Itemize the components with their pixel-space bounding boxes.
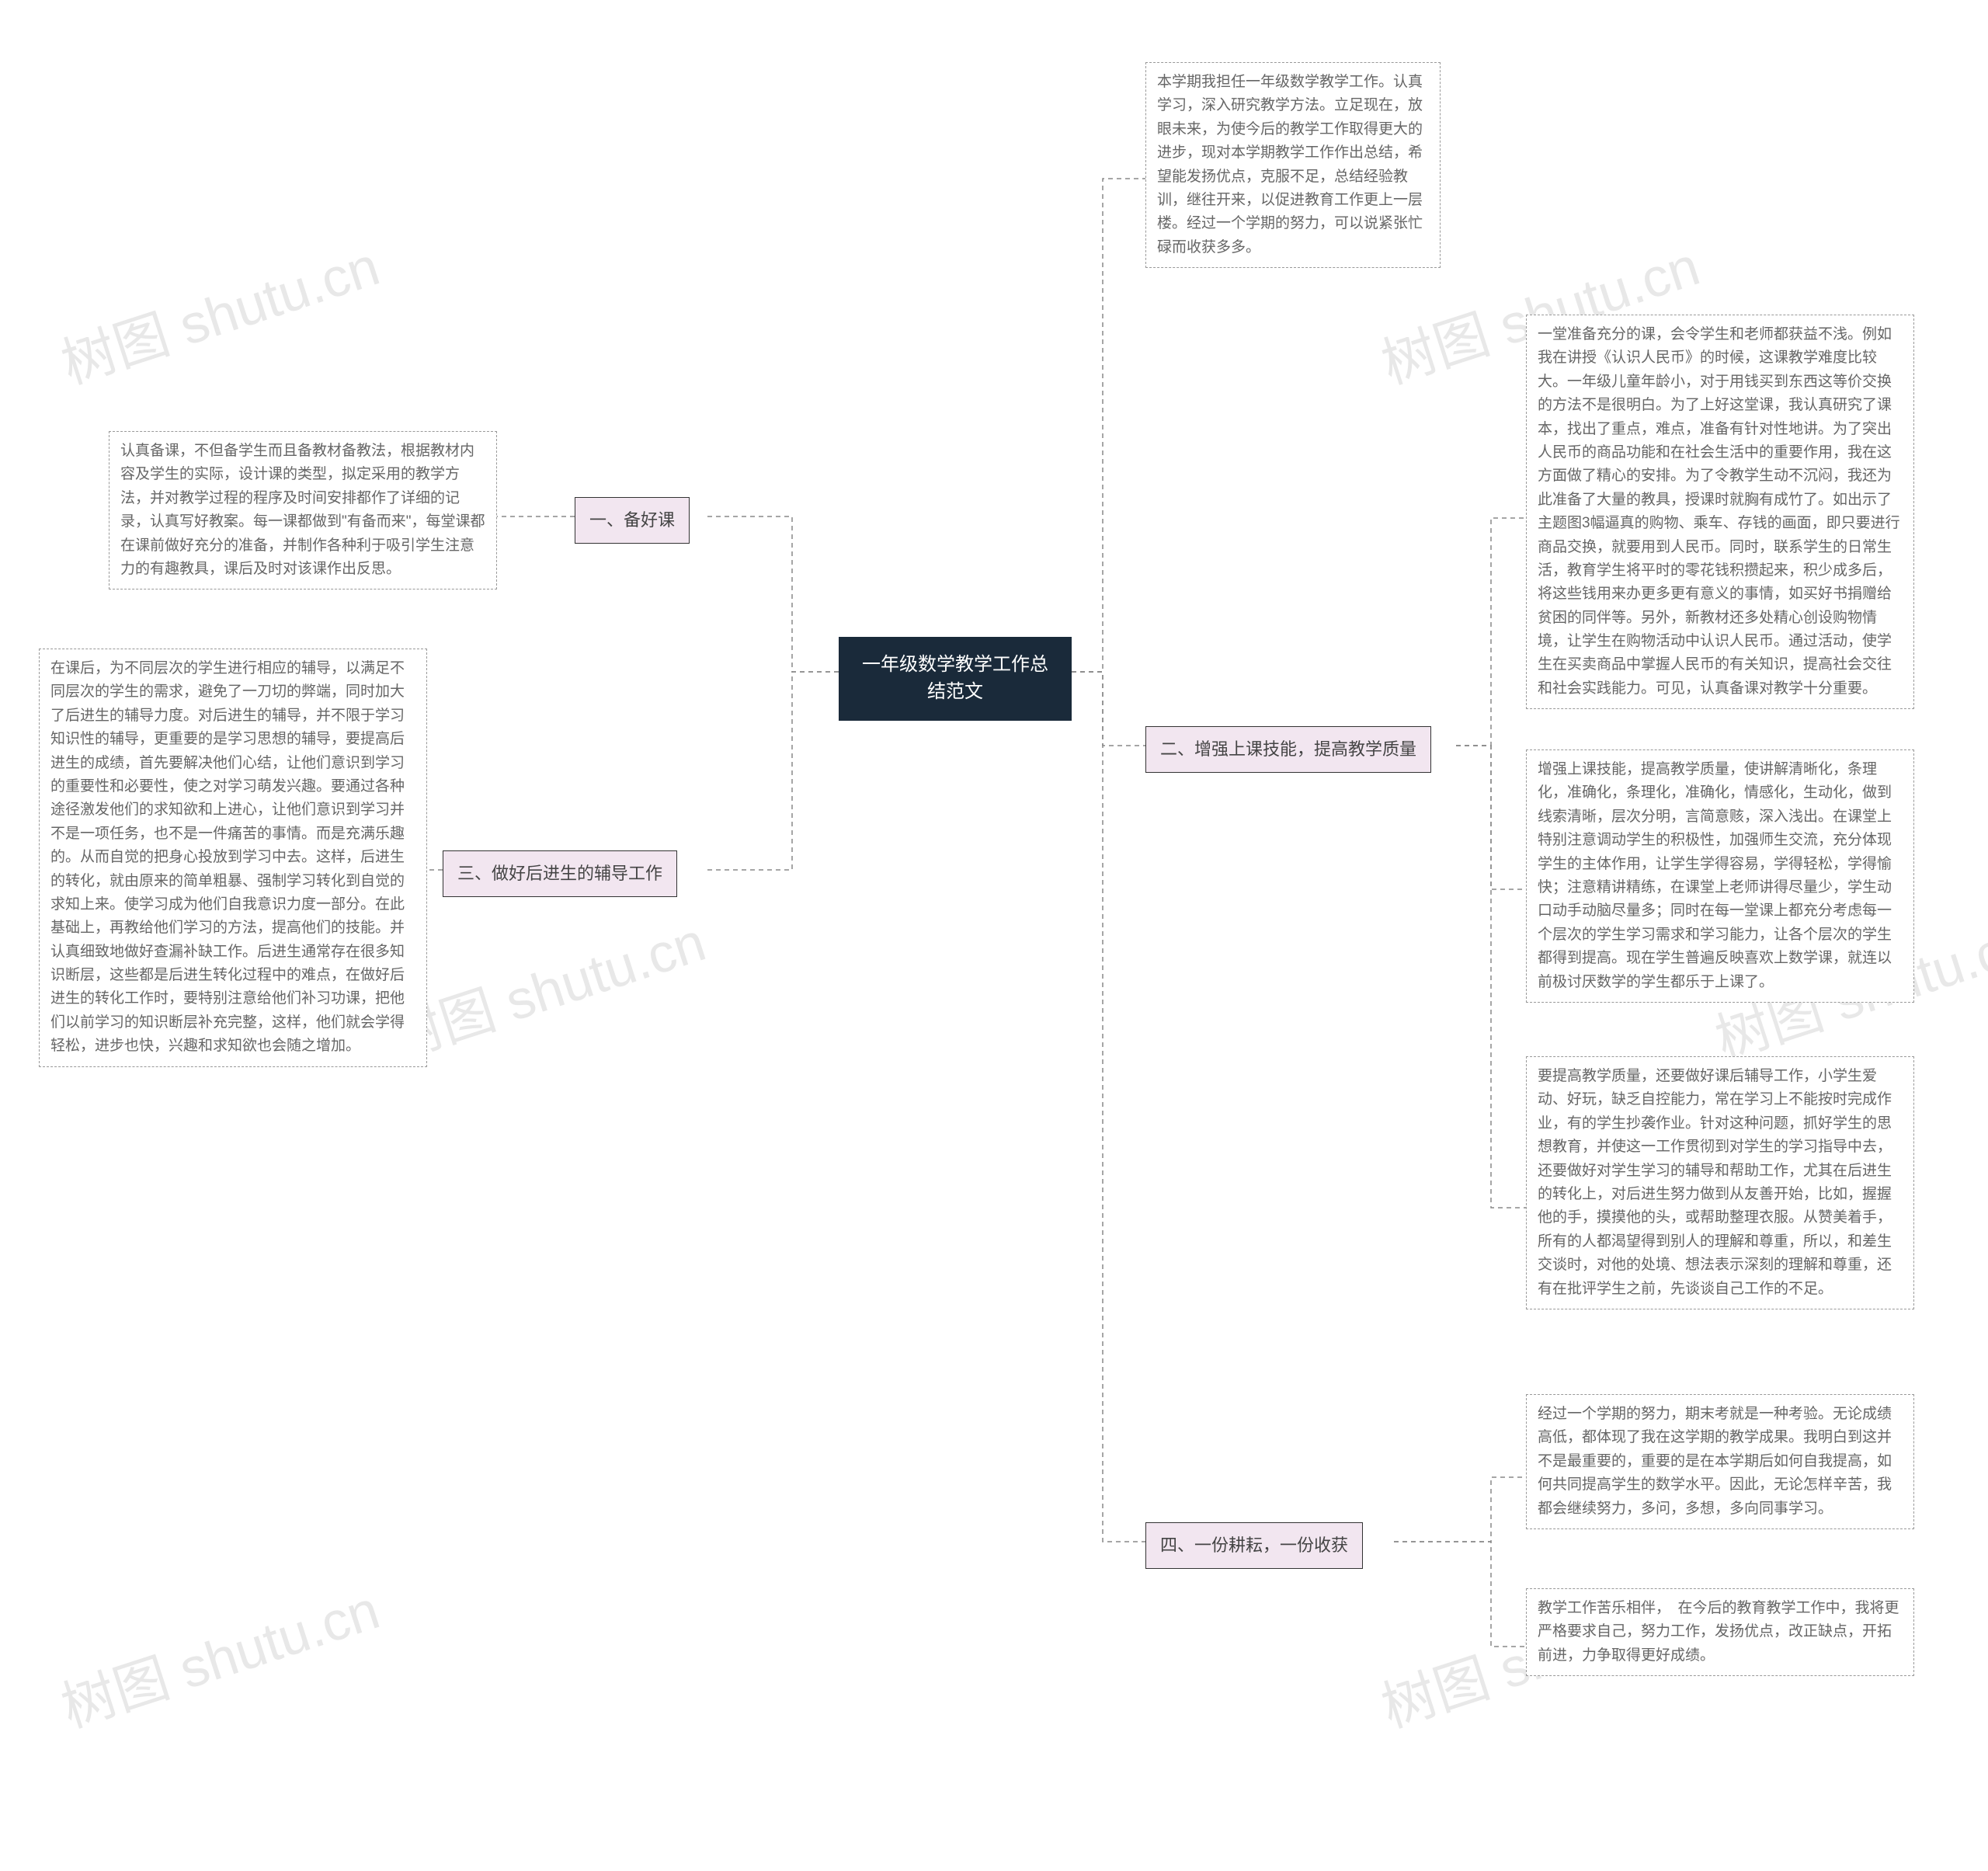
leaf-b1[interactable]: 认真备课，不但备学生而且备教材备教法，根据教材内容及学生的实际，设计课的类型，拟… — [109, 431, 497, 589]
branch-label: 三、做好后进生的辅导工作 — [457, 864, 662, 883]
leaf-text: 增强上课技能，提高教学质量，使讲解清晰化，条理化，准确化，条理化，准确化，情感化… — [1538, 761, 1892, 990]
watermark: 树图 shutu.cn — [50, 223, 388, 399]
mindmap-canvas: 树图 shutu.cn 树图 shutu.cn 树图 shutu.cn 树图 s… — [0, 0, 1988, 1871]
leaf-b4b[interactable]: 教学工作苦乐相伴， 在今后的教育教学工作中，我将更严格要求自己，努力工作，发扬优… — [1526, 1588, 1914, 1676]
leaf-b3[interactable]: 在课后，为不同层次的学生进行相应的辅导，以满足不同层次的学生的需求，避免了一刀切… — [39, 649, 427, 1067]
leaf-b2a[interactable]: 一堂准备充分的课，会令学生和老师都获益不浅。例如我在讲授《认识人民币》的时候，这… — [1526, 315, 1914, 709]
leaf-text: 要提高教学质量，还要做好课后辅导工作，小学生爱动、好玩，缺乏自控能力，常在学习上… — [1538, 1068, 1892, 1297]
branch-node-3[interactable]: 三、做好后进生的辅导工作 — [443, 850, 677, 897]
leaf-text: 一堂准备充分的课，会令学生和老师都获益不浅。例如我在讲授《认识人民币》的时候，这… — [1538, 326, 1900, 697]
watermark: 树图 shutu.cn — [50, 1567, 388, 1743]
leaf-b2c[interactable]: 要提高教学质量，还要做好课后辅导工作，小学生爱动、好玩，缺乏自控能力，常在学习上… — [1526, 1056, 1914, 1309]
leaf-text: 教学工作苦乐相伴， 在今后的教育教学工作中，我将更严格要求自己，努力工作，发扬优… — [1538, 1600, 1899, 1664]
branch-label: 四、一份耕耘，一份收获 — [1160, 1535, 1348, 1555]
branch-node-1[interactable]: 一、备好课 — [575, 497, 690, 544]
branch-label: 一、备好课 — [589, 510, 675, 530]
branch-node-4[interactable]: 四、一份耕耘，一份收获 — [1145, 1522, 1363, 1569]
branch-node-2[interactable]: 二、增强上课技能，提高教学质量 — [1145, 726, 1431, 773]
root-label: 一年级数学教学工作总结范文 — [862, 654, 1048, 702]
leaf-b4a[interactable]: 经过一个学期的努力，期末考就是一种考验。无论成绩高低，都体现了我在这学期的教学成… — [1526, 1394, 1914, 1529]
branch-label: 二、增强上课技能，提高教学质量 — [1160, 739, 1416, 759]
leaf-text: 认真备课，不但备学生而且备教材备教法，根据教材内容及学生的实际，设计课的类型，拟… — [120, 443, 485, 577]
leaf-text: 在课后，为不同层次的学生进行相应的辅导，以满足不同层次的学生的需求，避免了一刀切… — [50, 660, 405, 1054]
leaf-intro[interactable]: 本学期我担任一年级数学教学工作。认真学习，深入研究教学方法。立足现在，放眼未来，… — [1145, 62, 1441, 268]
leaf-b2b[interactable]: 增强上课技能，提高教学质量，使讲解清晰化，条理化，准确化，条理化，准确化，情感化… — [1526, 749, 1914, 1003]
root-node[interactable]: 一年级数学教学工作总结范文 — [839, 637, 1072, 721]
leaf-text: 本学期我担任一年级数学教学工作。认真学习，深入研究教学方法。立足现在，放眼未来，… — [1157, 74, 1423, 256]
leaf-text: 经过一个学期的努力，期末考就是一种考验。无论成绩高低，都体现了我在这学期的教学成… — [1538, 1406, 1892, 1517]
